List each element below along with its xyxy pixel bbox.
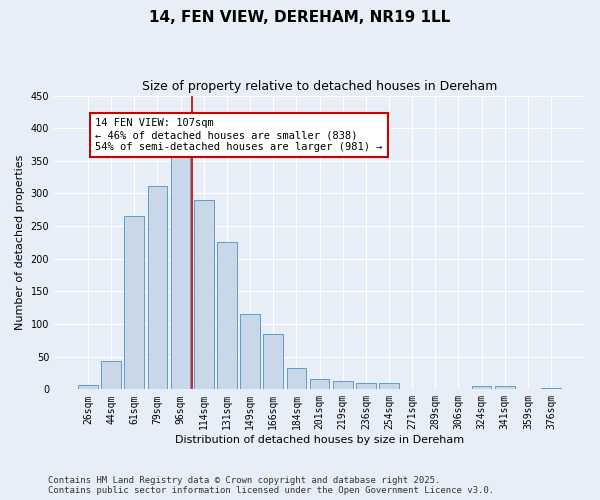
Bar bbox=[287, 368, 306, 390]
Text: 14, FEN VIEW, DEREHAM, NR19 1LL: 14, FEN VIEW, DEREHAM, NR19 1LL bbox=[149, 10, 451, 25]
Title: Size of property relative to detached houses in Dereham: Size of property relative to detached ho… bbox=[142, 80, 497, 93]
X-axis label: Distribution of detached houses by size in Dereham: Distribution of detached houses by size … bbox=[175, 435, 464, 445]
Bar bbox=[541, 388, 561, 390]
Bar bbox=[171, 144, 190, 390]
Bar bbox=[310, 379, 329, 390]
Bar bbox=[124, 216, 144, 390]
Bar bbox=[101, 362, 121, 390]
Bar bbox=[472, 386, 491, 390]
Y-axis label: Number of detached properties: Number of detached properties bbox=[15, 155, 25, 330]
Bar bbox=[333, 381, 353, 390]
Bar bbox=[78, 386, 98, 390]
Text: 14 FEN VIEW: 107sqm
← 46% of detached houses are smaller (838)
54% of semi-detac: 14 FEN VIEW: 107sqm ← 46% of detached ho… bbox=[95, 118, 382, 152]
Bar bbox=[356, 384, 376, 390]
Bar bbox=[194, 200, 214, 390]
Bar bbox=[379, 383, 399, 390]
Bar bbox=[217, 242, 237, 390]
Text: Contains HM Land Registry data © Crown copyright and database right 2025.
Contai: Contains HM Land Registry data © Crown c… bbox=[48, 476, 494, 495]
Bar bbox=[240, 314, 260, 390]
Bar bbox=[495, 386, 515, 390]
Bar bbox=[263, 334, 283, 390]
Bar bbox=[148, 186, 167, 390]
